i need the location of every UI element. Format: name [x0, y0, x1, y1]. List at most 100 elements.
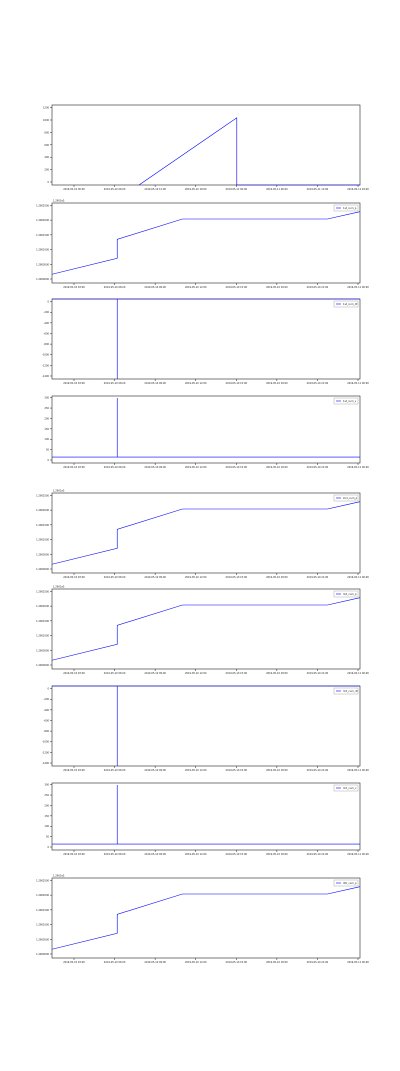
legend-box [333, 204, 359, 212]
y-tick-label: 200 [44, 804, 49, 807]
y-tick-label: 100 [44, 438, 49, 441]
y-tick-label: 0 [47, 301, 49, 304]
x-tick-label: 2019-05-10 18:00 [266, 672, 288, 675]
legend-box [333, 879, 359, 887]
y-tick-label: -600 [44, 719, 50, 722]
offset-text: 1.2901e5 [53, 875, 65, 878]
series-line [51, 501, 361, 565]
y-tick-label: -1400 [42, 762, 49, 765]
x-tick-label: 2019-05-10 09:00 [144, 961, 166, 964]
x-tick-label: 2019-05-10 12:00 [185, 769, 207, 772]
y-tick-label: 250 [44, 407, 49, 410]
y-tick-label: 100 [44, 825, 49, 828]
y-tick-label: 1.2902500 [36, 590, 49, 593]
y-tick-label: 1.2901000 [36, 924, 49, 927]
y-tick-label: 0 [47, 846, 49, 849]
y-tick-label: -1000 [42, 354, 49, 357]
x-tick-label: 2019-05-11 00:00 [347, 382, 369, 385]
y-tick-label: -400 [44, 709, 50, 712]
x-tick-label: 2019-05-10 21:00 [307, 286, 329, 289]
x-tick-label: 2019-05-10 06:00 [104, 853, 126, 856]
x-tick-label: 2019-05-10 03:00 [63, 576, 85, 579]
x-tick-label: 2019-05-11 00:00 [347, 576, 369, 579]
y-tick-label: -400 [44, 322, 50, 325]
y-tick-label: -800 [44, 343, 50, 346]
series-line [51, 211, 361, 275]
x-tick-label: 2019-05-10 21:00 [307, 961, 329, 964]
x-tick-label: 2019-05-10 18:00 [266, 466, 288, 469]
plot-frame [51, 202, 361, 284]
x-tick-label: 2019-05-10 21:00 [307, 466, 329, 469]
x-tick-label: 2019-05-10 06:00 [104, 961, 126, 964]
x-tick-label: 2019-05-10 06:00 [104, 769, 126, 772]
legend-label: 2nd_cum_p [343, 496, 358, 500]
y-tick-label: 1.2900000 [36, 953, 49, 956]
x-tick-label: 2019-05-10 03:00 [63, 769, 85, 772]
x-tick-label: 2019-05-10 21:00 [307, 769, 329, 772]
x-tick-label: 2019-05-11 00:00 [347, 853, 369, 856]
legend-label: 1st_cum_dt [343, 302, 357, 306]
x-tick-label: 2019-05-10 15:00 [226, 466, 248, 469]
y-tick-label: 1.2902000 [36, 219, 49, 222]
chart-3: -1400 -1200 -1000 -800 -600 -400 -200 0 2019-05-… [42, 298, 369, 385]
y-tick-label: 1.2902000 [36, 894, 49, 897]
plot-frame [51, 877, 361, 959]
x-tick-label: 2019-05-10 12:00 [185, 576, 207, 579]
x-tick-label: 2019-05-10 21:00 [307, 853, 329, 856]
x-tick-label: 2019-05-10 12:00 [185, 853, 207, 856]
legend-label: 3rd_cum_p [343, 592, 357, 596]
x-tick-label: 2019-05-10 15:00 [226, 672, 248, 675]
y-tick-label: 1.2900500 [36, 553, 49, 556]
x-tick-label: 2019-05-10 03:00 [63, 961, 85, 964]
y-tick-label: -800 [44, 730, 50, 733]
x-tick-label: 2019-05-10 06:00 [104, 188, 126, 191]
y-tick-label: 1.2900000 [36, 278, 49, 281]
y-tick-label: -200 [44, 311, 50, 314]
x-tick-label: 2019-05-10 09:00 [144, 769, 166, 772]
x-tick-label: 2019-05-10 15:00 [226, 853, 248, 856]
x-tick-label: 2019-05-10 18:00 [266, 769, 288, 772]
x-tick-label: 2019-05-10 03:00 [63, 466, 85, 469]
x-tick-label: 2019-05-10 06:00 [104, 286, 126, 289]
y-tick-label: 150 [44, 815, 49, 818]
legend-label: 3rd_cum_v [343, 786, 357, 790]
y-tick-label: 1.2900500 [36, 649, 49, 652]
x-tick-label: 2019-05-10 18:00 [185, 188, 207, 191]
x-tick-label: 2019-05-10 21:00 [307, 382, 329, 385]
x-tick-label: 2019-05-10 03:00 [63, 672, 85, 675]
plot-frame [51, 104, 361, 186]
series-line [138, 117, 360, 186]
y-tick-label: -1400 [42, 375, 49, 378]
y-tick-label: 1.2902500 [36, 494, 49, 497]
legend-box [333, 300, 359, 308]
x-tick-label: 2019-05-10 21:00 [307, 672, 329, 675]
chart-1: 0 200 400 600 800 1000 1200 2019-05-10 00:00 201… [43, 104, 369, 191]
x-tick-label: 2019-05-10 06:00 [104, 672, 126, 675]
y-tick-label: 1.2902000 [36, 605, 49, 608]
y-tick-label: 1.2900500 [36, 938, 49, 941]
x-tick-label: 2019-05-10 06:00 [104, 466, 126, 469]
plot-frame [51, 782, 361, 851]
x-tick-label: 2019-05-11 00:00 [347, 961, 369, 964]
legend-label: 1st_cum_v [343, 399, 357, 403]
x-tick-label: 2019-05-10 18:00 [266, 382, 288, 385]
plot-frame [51, 588, 361, 670]
y-tick-label: 1.2901500 [36, 524, 49, 527]
y-tick-label: 600 [44, 144, 49, 147]
x-tick-label: 2019-05-10 18:00 [266, 853, 288, 856]
y-tick-label: 1.2901500 [36, 909, 49, 912]
legend-box [333, 687, 359, 695]
legend-box [333, 784, 359, 792]
y-tick-label: 1.2900000 [36, 568, 49, 571]
y-tick-label: 200 [44, 417, 49, 420]
x-tick-label: 2019-05-11 18:00 [347, 188, 369, 191]
x-tick-label: 2019-05-10 18:00 [266, 961, 288, 964]
y-tick-label: 1.2901500 [36, 234, 49, 237]
offset-text: 1.2901e5 [53, 490, 65, 493]
x-tick-label: 2019-05-10 18:00 [266, 286, 288, 289]
y-tick-label: -200 [44, 698, 50, 701]
y-tick-label: 1.2901000 [36, 539, 49, 542]
y-tick-label: 800 [44, 131, 49, 134]
offset-text: 1.2901e5 [53, 586, 65, 589]
